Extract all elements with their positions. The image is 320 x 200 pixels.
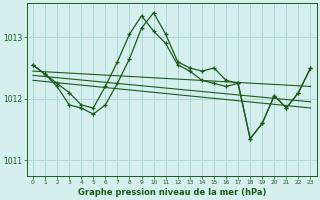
X-axis label: Graphe pression niveau de la mer (hPa): Graphe pression niveau de la mer (hPa) [77, 188, 266, 197]
